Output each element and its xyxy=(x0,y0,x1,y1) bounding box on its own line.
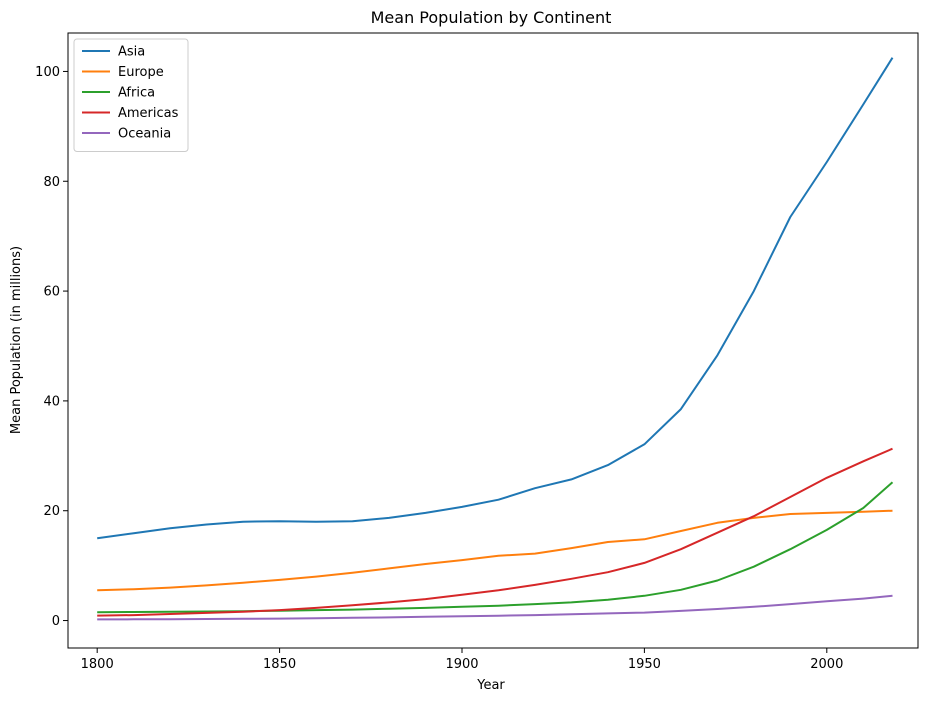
series-line-oceania xyxy=(97,594,893,621)
y-tick-label: 40 xyxy=(43,394,60,409)
y-tick-label: 80 xyxy=(43,175,60,190)
series-line-americas xyxy=(97,447,893,617)
series-line-europe xyxy=(97,509,893,592)
legend-label: Africa xyxy=(118,86,155,101)
x-axis-title: Year xyxy=(476,678,505,693)
legend-label: Oceania xyxy=(118,127,171,142)
y-tick-label: 100 xyxy=(35,65,60,80)
x-tick-label: 1850 xyxy=(263,657,296,672)
y-axis-title: Mean Population (in millions) xyxy=(9,246,24,434)
legend xyxy=(73,38,189,152)
y-tick-label: 60 xyxy=(43,285,60,300)
x-tick-label: 1950 xyxy=(628,657,661,672)
y-tick-label: 0 xyxy=(52,614,60,629)
series-line-asia xyxy=(97,57,894,540)
plot-area: 1800 1850 1900 1950 2000 0 20 40 60 80 100 Asia Euro… xyxy=(35,32,919,672)
legend-label: Americas xyxy=(118,106,179,121)
legend-label: Asia xyxy=(118,45,145,60)
axes-frame xyxy=(67,32,919,649)
y-tick-label: 20 xyxy=(43,504,60,519)
chart-title: Mean Population by Continent xyxy=(371,8,612,27)
series-line-africa xyxy=(97,481,894,614)
x-tick-label: 2000 xyxy=(810,657,843,672)
legend-label: Europe xyxy=(118,65,164,80)
x-tick-label: 1900 xyxy=(445,657,478,672)
x-tick-label: 1800 xyxy=(81,657,114,672)
